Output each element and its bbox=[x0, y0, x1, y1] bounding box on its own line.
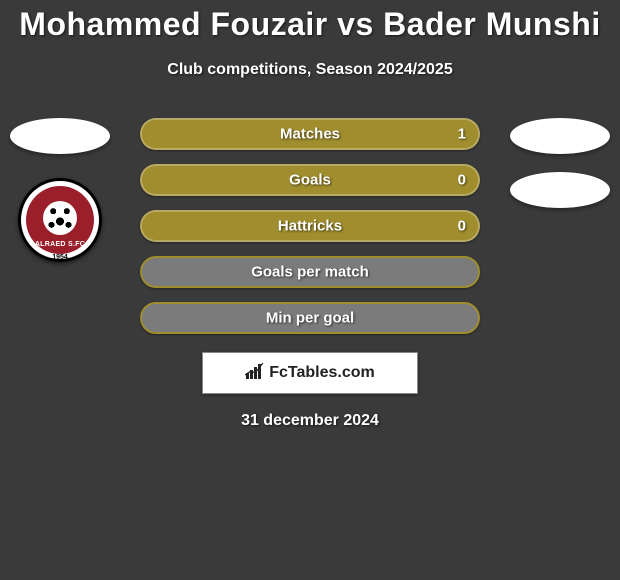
page-title: Mohammed Fouzair vs Bader Munshi bbox=[0, 0, 620, 43]
stat-bar: Goals per match bbox=[140, 256, 480, 288]
club-logo-left: ALRAED S.FC 1954 bbox=[18, 178, 102, 262]
stat-label: Hattricks bbox=[142, 218, 478, 235]
stat-value-right: 0 bbox=[458, 218, 466, 235]
player-right-avatar-2 bbox=[510, 172, 610, 208]
stat-value-right: 0 bbox=[458, 172, 466, 189]
brand-attribution: FcTables.com bbox=[202, 352, 418, 394]
comparison-card: Mohammed Fouzair vs Bader Munshi Club co… bbox=[0, 0, 620, 580]
club-year: 1954 bbox=[21, 254, 99, 261]
stat-value-right: 1 bbox=[458, 126, 466, 143]
bar-chart-icon bbox=[245, 363, 265, 384]
stat-label: Min per goal bbox=[142, 310, 478, 327]
club-name: ALRAED S.FC bbox=[26, 241, 94, 248]
stat-bar: Matches1 bbox=[140, 118, 480, 150]
soccer-ball-icon bbox=[43, 201, 77, 235]
player-right-avatar bbox=[510, 118, 610, 154]
stat-label: Goals per match bbox=[142, 264, 478, 281]
stat-bar: Goals0 bbox=[140, 164, 480, 196]
snapshot-date: 31 december 2024 bbox=[0, 412, 620, 430]
subtitle: Club competitions, Season 2024/2025 bbox=[0, 61, 620, 79]
stat-bar: Hattricks0 bbox=[140, 210, 480, 242]
stat-label: Matches bbox=[142, 126, 478, 143]
stat-bars: Matches1Goals0Hattricks0Goals per matchM… bbox=[140, 118, 480, 348]
player-left-avatar bbox=[10, 118, 110, 154]
stat-bar: Min per goal bbox=[140, 302, 480, 334]
brand-text: FcTables.com bbox=[269, 364, 375, 382]
stat-label: Goals bbox=[142, 172, 478, 189]
